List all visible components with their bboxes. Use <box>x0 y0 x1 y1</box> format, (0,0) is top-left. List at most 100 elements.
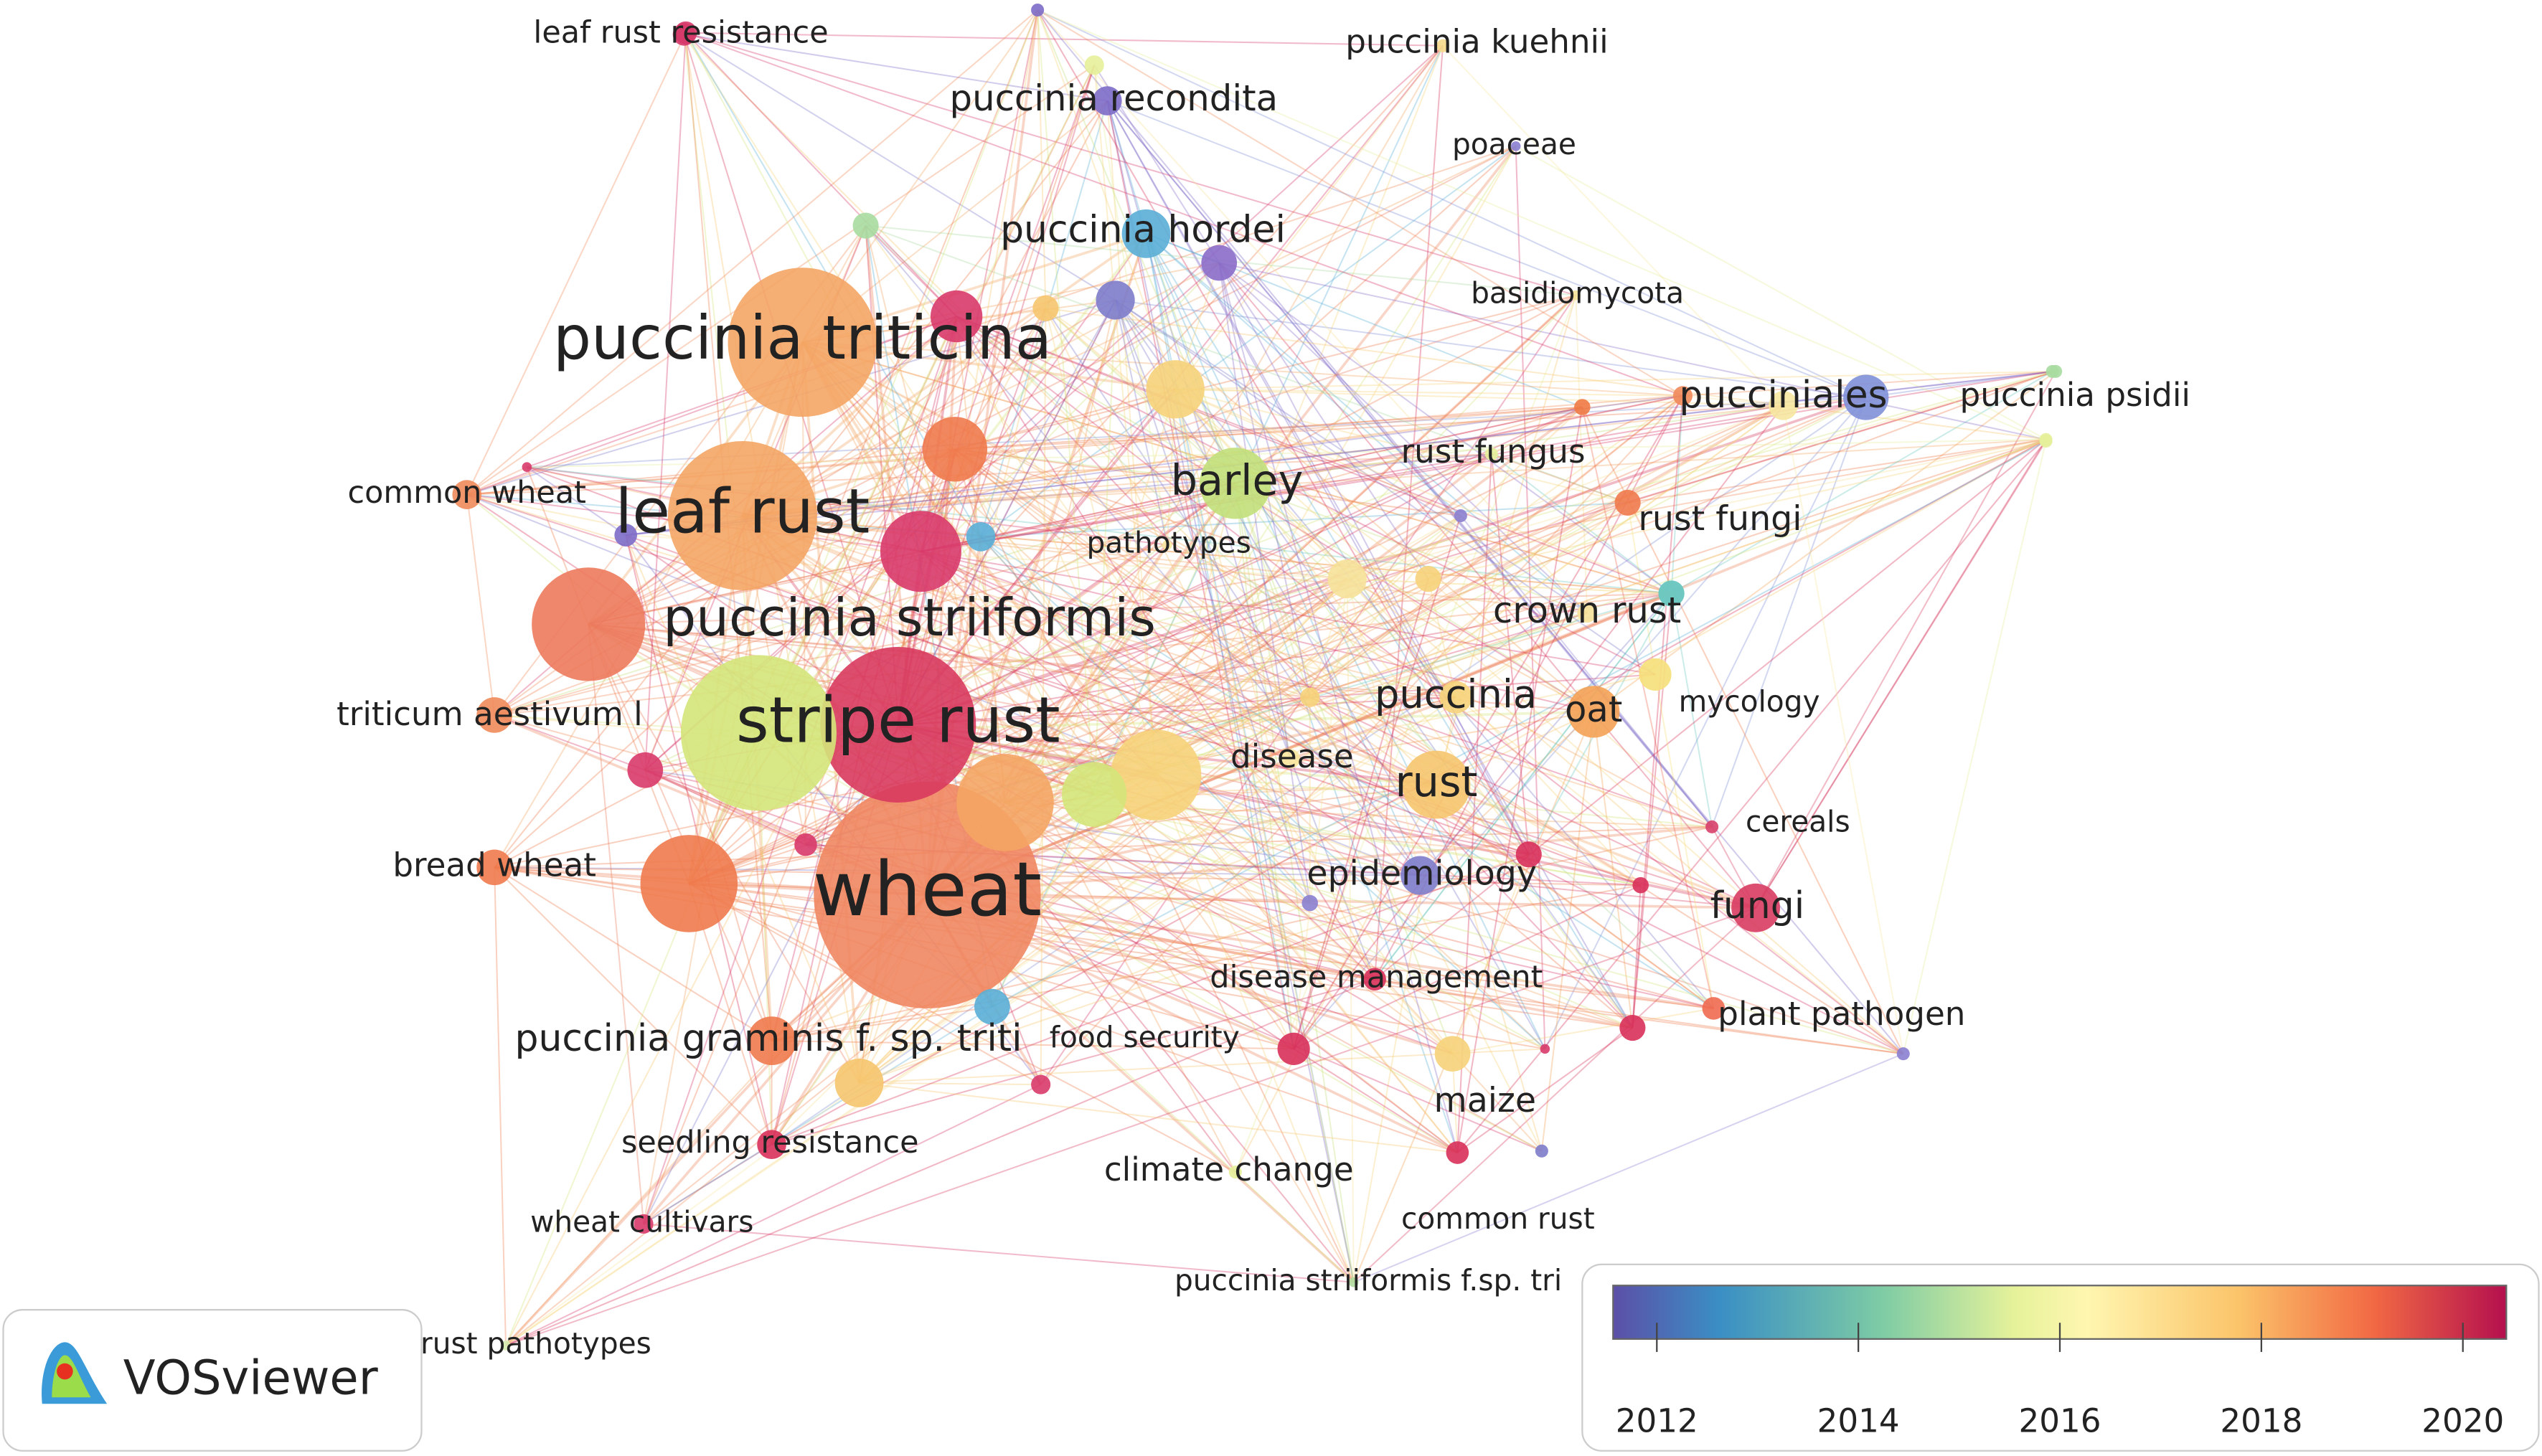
node-label: epidemiology <box>1307 854 1537 894</box>
edge <box>1293 515 1461 1049</box>
node-label: puccinia psidii <box>1960 376 2190 414</box>
node <box>1454 509 1467 523</box>
legend-tick-label: 2018 <box>2220 1401 2302 1440</box>
edge <box>802 341 1683 397</box>
node-label: triticum aestivum l <box>336 695 643 733</box>
node <box>1574 399 1591 415</box>
edge <box>1293 579 1348 1049</box>
edge <box>1755 440 2047 909</box>
edge <box>588 624 645 1224</box>
edge <box>898 724 1529 856</box>
edge <box>505 696 1456 1346</box>
edge <box>1544 397 1867 1049</box>
edge <box>1037 9 1177 390</box>
edge <box>1218 262 2046 440</box>
node <box>1032 295 1059 321</box>
edge <box>1175 389 1355 1282</box>
edge <box>980 536 1714 1009</box>
edge <box>683 34 760 733</box>
node <box>728 268 877 417</box>
edge <box>1145 233 1634 1029</box>
node-label: puccinia kuehnii <box>1345 22 1608 60</box>
edge <box>927 893 1756 909</box>
edge <box>494 341 804 868</box>
edge <box>859 1048 1545 1084</box>
edge <box>1106 100 1634 1029</box>
node <box>2039 432 2053 446</box>
edge <box>505 907 1756 1346</box>
edge <box>1106 100 1530 855</box>
edge <box>897 65 1096 725</box>
edge <box>954 294 1576 450</box>
node <box>1162 539 1172 550</box>
node-label: fungi <box>1710 884 1805 927</box>
edge <box>1218 263 1311 904</box>
edge <box>1175 388 1756 909</box>
edge <box>954 448 1634 1029</box>
node <box>852 212 879 239</box>
edge <box>466 406 1583 496</box>
edge <box>1145 233 1421 876</box>
edge <box>771 397 1867 1145</box>
node <box>1614 489 1641 516</box>
edge <box>644 769 1543 1152</box>
node <box>1484 448 1498 461</box>
edge <box>466 493 1756 909</box>
edge <box>1455 612 1588 698</box>
edge <box>801 341 1294 1049</box>
edge <box>683 34 1437 785</box>
edge <box>1309 515 1461 698</box>
edge <box>897 300 1116 725</box>
node <box>834 1058 884 1107</box>
edge <box>1627 438 2046 504</box>
node <box>1577 603 1597 623</box>
edge <box>956 316 1006 803</box>
edge <box>921 550 1437 786</box>
edge <box>1353 1053 1904 1283</box>
node <box>1228 1166 1242 1179</box>
edge <box>1632 395 1684 1029</box>
edge <box>1436 438 2047 785</box>
edge <box>1106 100 1295 1049</box>
logo-text: VOSviewer <box>123 1351 378 1406</box>
edge <box>758 370 2053 734</box>
edge <box>956 316 1904 1054</box>
edge <box>1234 483 1295 1049</box>
node <box>1843 374 1889 420</box>
edge <box>1155 775 1295 1049</box>
edge <box>1004 300 1116 803</box>
edge <box>1456 407 1583 1153</box>
edge <box>1218 262 1672 595</box>
nodes <box>452 3 2063 1351</box>
edge <box>1045 308 1236 484</box>
edge <box>1155 775 1355 1283</box>
edge <box>1374 439 2047 980</box>
edge <box>1004 578 1348 803</box>
node <box>1277 1032 1310 1065</box>
edge <box>1004 802 1545 1050</box>
edge <box>742 394 1683 517</box>
edge <box>1234 483 1454 1054</box>
node-label: oat <box>1565 689 1622 730</box>
edge <box>758 9 1039 734</box>
edge <box>685 32 957 317</box>
node <box>476 849 513 886</box>
edge <box>1218 262 1756 909</box>
edge <box>954 448 1714 1009</box>
edge <box>1293 884 1642 1050</box>
edge <box>859 1082 1458 1154</box>
edge <box>1627 502 1657 675</box>
edge <box>626 370 2056 536</box>
edge <box>1293 405 1784 1050</box>
edge <box>1353 907 1756 1283</box>
edge <box>625 534 860 1084</box>
node <box>1619 1014 1646 1041</box>
edge <box>1309 696 1642 887</box>
edge <box>758 232 1147 734</box>
node <box>1363 968 1386 991</box>
edge <box>688 394 1683 884</box>
node-label: disease management <box>1210 960 1543 996</box>
edge <box>742 515 1311 904</box>
edge <box>1419 592 1672 876</box>
